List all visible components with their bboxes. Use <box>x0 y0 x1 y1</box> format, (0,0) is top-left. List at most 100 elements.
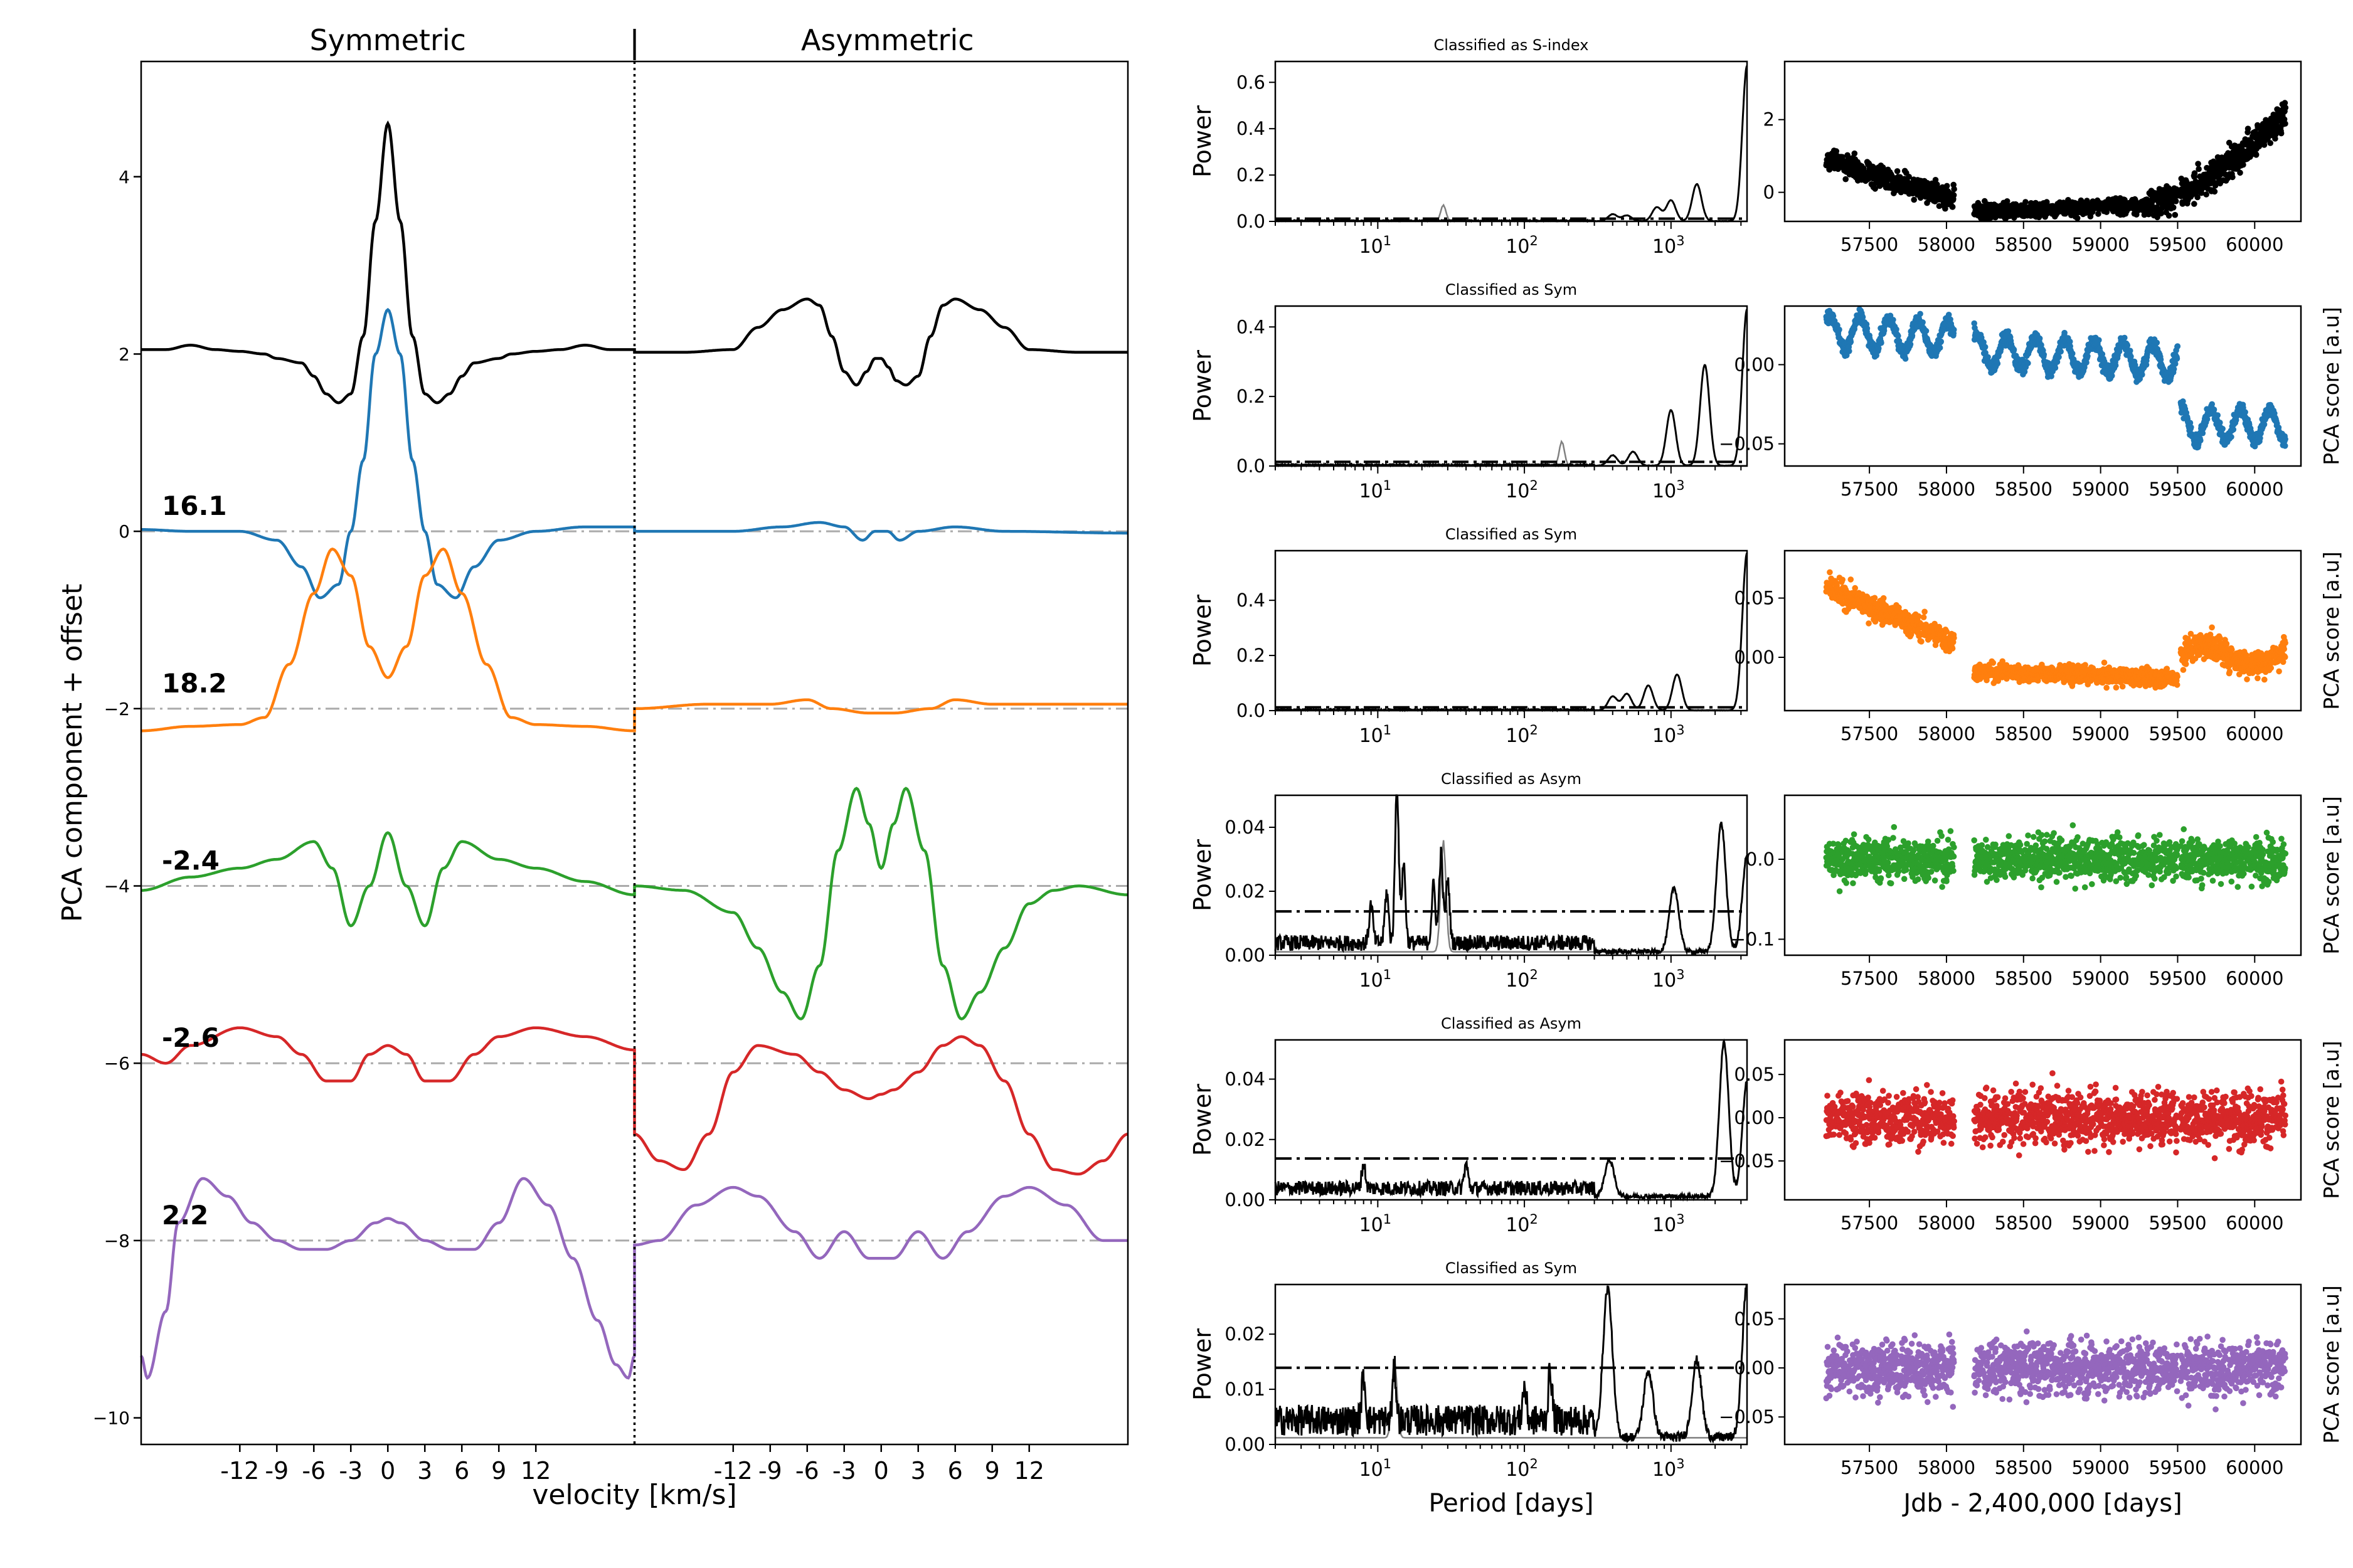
panel-title: Classified as Asym <box>1441 770 1581 788</box>
data-point <box>1917 310 1923 317</box>
data-point <box>2096 337 2102 343</box>
scatter-points <box>1823 100 2289 221</box>
panel-title: Classified as Sym <box>1445 526 1577 543</box>
data-point <box>2172 198 2179 204</box>
data-point <box>1920 614 1927 620</box>
x-tick-label: 59500 <box>2149 234 2206 255</box>
data-point <box>2244 125 2251 132</box>
y-tick-label: 2 <box>1763 109 1775 130</box>
data-point <box>1949 645 1956 652</box>
profile-curve-pc2 <box>141 548 1128 733</box>
x-tick-label: 101 <box>1359 1212 1392 1236</box>
data-point <box>2069 350 2076 357</box>
data-point <box>1921 608 1928 615</box>
data-point <box>1938 338 1944 345</box>
x-tick-label: 101 <box>1359 233 1392 258</box>
y-tick-label: 4 <box>119 167 130 188</box>
axes-frame <box>1274 794 1748 956</box>
data-point <box>2242 409 2248 415</box>
x-tick-label: 103 <box>1652 233 1685 258</box>
data-point <box>2180 667 2187 673</box>
x-tick-label: -3 <box>832 1457 856 1485</box>
data-point <box>1902 356 1909 362</box>
data-point <box>1894 168 1901 174</box>
x-tick-label: -6 <box>302 1457 326 1485</box>
data-point <box>1852 585 1858 591</box>
x-tick-label: 103 <box>1652 967 1685 992</box>
data-point <box>2282 120 2288 127</box>
y-tick-label: 0.0 <box>1236 211 1265 232</box>
data-point <box>1866 620 1872 627</box>
data-point <box>1895 332 1901 339</box>
y-tick-label: 0 <box>119 521 130 542</box>
data-point <box>1951 635 1957 641</box>
data-point <box>1911 196 1917 203</box>
data-point <box>1847 339 1854 345</box>
y-tick-label: 0.02 <box>1224 1129 1265 1150</box>
data-point <box>2282 436 2288 443</box>
data-point <box>1827 569 1833 576</box>
periodogram-line <box>1274 309 1748 469</box>
y-tick-label: 0.04 <box>1224 817 1265 838</box>
x-tick-label: 103 <box>1652 723 1685 747</box>
y-tick-label: −8 <box>104 1231 130 1251</box>
x-tick-label: 0 <box>380 1457 395 1485</box>
x-tick-label: 102 <box>1506 233 1538 258</box>
x-tick-label: 59000 <box>2071 234 2129 255</box>
data-point <box>2267 140 2273 146</box>
axes-frame <box>1274 1283 1748 1446</box>
data-point <box>2253 152 2260 158</box>
y-tick-label: 0.2 <box>1236 164 1265 186</box>
data-point <box>2203 191 2209 198</box>
x-tick-label: -9 <box>265 1457 289 1485</box>
data-point <box>1943 183 1950 189</box>
data-point <box>2172 361 2179 367</box>
data-point <box>2174 673 2180 680</box>
title-asymmetric: Asymmetric <box>801 23 974 57</box>
data-point <box>1951 186 1957 193</box>
x-axis-label: velocity [km/s] <box>532 1479 736 1511</box>
data-point <box>2124 342 2131 349</box>
x-tick-label: 3 <box>417 1457 432 1485</box>
data-point <box>2195 161 2201 167</box>
x-tick-label: 102 <box>1506 1212 1538 1236</box>
data-point <box>2112 362 2119 369</box>
data-point <box>1847 576 1854 583</box>
data-point <box>2230 426 2237 433</box>
data-point <box>2223 640 2230 647</box>
periodogram-panel-1: Classified as S-index0.00.20.40.6Power10… <box>1189 36 1748 258</box>
data-point <box>2174 343 2181 349</box>
data-point <box>2196 166 2202 172</box>
data-point <box>1864 325 1871 332</box>
y-tick-label: 0.00 <box>1224 1434 1265 1455</box>
x-tick-label: 6 <box>454 1457 469 1485</box>
data-point <box>2010 346 2017 353</box>
x-tick-label: 58000 <box>1918 234 1975 255</box>
x-tick-label: 59000 <box>2071 479 2129 500</box>
y-tick-label: 0.2 <box>1236 645 1265 666</box>
y-axis-label: PCA component + offset <box>56 584 88 923</box>
axes-frame <box>1274 1039 1748 1201</box>
x-tick-label: 12 <box>1014 1457 1044 1485</box>
data-point <box>1906 174 1912 180</box>
x-tick-label: -3 <box>339 1457 363 1485</box>
periodogram-column: Classified as S-index0.00.20.40.6Power10… <box>1189 36 1748 1518</box>
x-tick-label: 60000 <box>2226 479 2283 500</box>
x-tick-label: 12 <box>521 1457 551 1485</box>
axes-frame <box>1783 60 2302 223</box>
y-tick-label: 0.02 <box>1224 1323 1265 1345</box>
y-tick-label: 0 <box>1763 182 1775 203</box>
data-point <box>2170 366 2177 373</box>
variance-label: 18.2 <box>162 668 227 699</box>
window-function <box>1275 1361 1747 1439</box>
profile-curve-pc1 <box>141 307 1128 600</box>
x-tick-label: 101 <box>1359 1456 1392 1481</box>
data-point <box>2113 684 2120 691</box>
data-point <box>2194 194 2201 201</box>
